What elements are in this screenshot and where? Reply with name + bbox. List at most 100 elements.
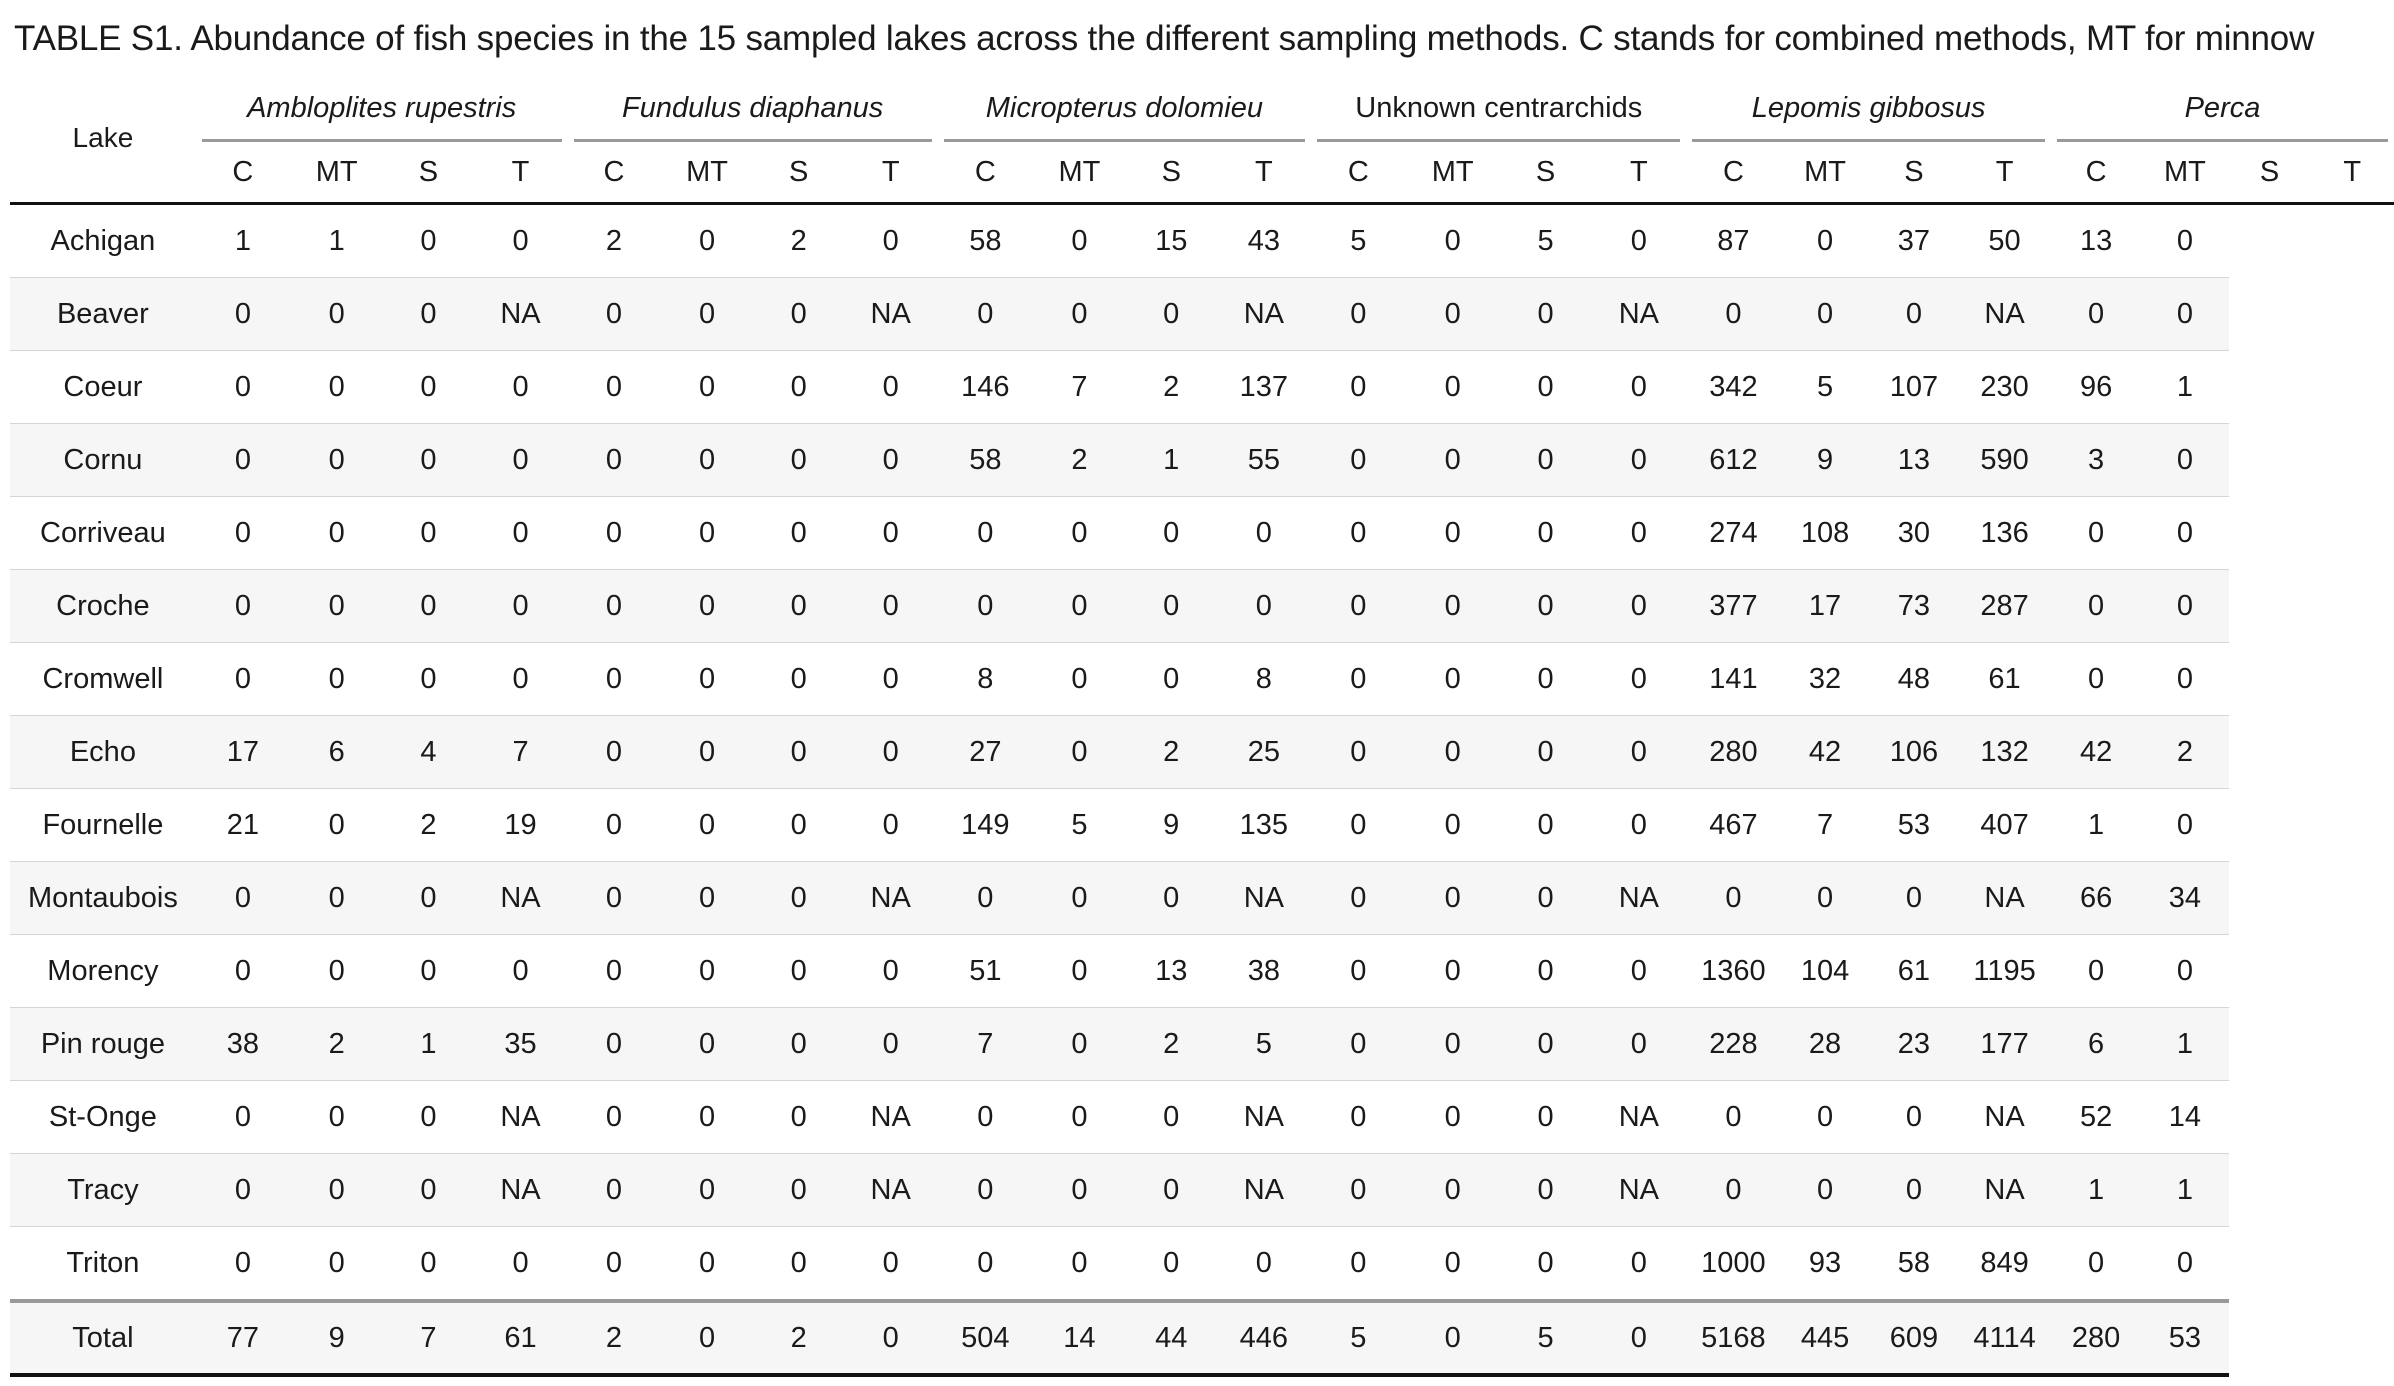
species-underline: [201, 139, 562, 142]
total-value-cell: 5168: [1686, 1299, 1781, 1377]
value-cell: 0: [195, 277, 290, 351]
value-cell: NA: [1216, 277, 1312, 351]
value-cell: 1: [383, 1007, 474, 1081]
value-cell: 8: [1216, 642, 1312, 716]
value-cell: 5: [1032, 788, 1126, 862]
table-footer: Total 77 9 7 61 2 0 2 0 504 14 44 446 5 0 5 0 5168 445 609 4…: [10, 1299, 2394, 1377]
value-cell: 0: [843, 934, 938, 1008]
value-cell: 0: [2088, 1246, 2105, 1279]
value-cell: 0: [473, 569, 568, 643]
total-value-cell: 609: [1869, 1299, 1959, 1377]
value-cell: 7: [937, 1007, 1033, 1081]
value-cell: 0: [1591, 350, 1687, 424]
value-cell: 0: [1405, 861, 1500, 935]
value-cell: 137: [1216, 350, 1312, 424]
value-cell: 7: [1032, 350, 1126, 424]
value-cell: 25: [1216, 715, 1312, 789]
value-cell: 0: [1499, 934, 1592, 1008]
value-cell: 0: [567, 277, 661, 351]
value-cell: 93: [1808, 1246, 1842, 1279]
value-cell: 0: [1591, 715, 1687, 789]
value-cell: 0: [383, 1153, 474, 1227]
species-underline: [943, 139, 1306, 142]
value-cell: 0: [937, 496, 1033, 570]
value-cell: 73: [1869, 569, 1959, 643]
value-cell: 35: [473, 1007, 568, 1081]
lake-name-cell: Beaver: [10, 277, 196, 351]
species-name: Micropterus dolomieu: [985, 91, 1263, 124]
value-cell: 58: [1897, 1246, 1931, 1279]
value-cell: NA: [1216, 861, 1312, 935]
value-cell: 0: [1311, 423, 1406, 497]
value-cell: 0: [660, 715, 754, 789]
value-cell: 0: [567, 569, 661, 643]
caption-text: Abundance of fish species in the 15 samp…: [182, 19, 1579, 58]
value-cell: 19: [473, 788, 568, 862]
value-cell: 1: [1125, 423, 1217, 497]
value-cell: 0: [843, 350, 938, 424]
value-cell: 0: [1499, 569, 1592, 643]
value-cell: 58: [937, 203, 1033, 278]
value-cell: 6: [289, 715, 384, 789]
value-cell: NA: [1958, 1153, 2051, 1227]
species-name: Fundulus diaphanus: [622, 91, 884, 124]
value-cell: 0: [289, 1080, 384, 1154]
value-cell: 0: [882, 1246, 899, 1279]
value-cell: 0: [753, 496, 844, 570]
value-cell: 0: [937, 1080, 1033, 1154]
value-cell: 34: [2141, 861, 2229, 935]
table-row: Achigan 1 1 0 0 2 0 2 0 58 0 15 43 5 0 5 0 87 0 37 50 13 0: [10, 203, 2394, 278]
value-cell: 0: [2050, 496, 2142, 570]
value-cell: 0: [1686, 861, 1781, 935]
method-header: S: [753, 142, 844, 205]
value-cell: 0: [567, 350, 661, 424]
value-cell: 141: [1686, 642, 1781, 716]
value-cell: 0: [420, 1246, 437, 1279]
lake-name-cell: Coeur: [10, 350, 196, 424]
value-cell: 6: [2050, 1007, 2142, 1081]
value-cell: NA: [843, 1080, 938, 1154]
value-cell: 0: [567, 788, 661, 862]
value-cell: 2: [1125, 1007, 1217, 1081]
value-cell: 1: [2141, 1153, 2229, 1227]
value-cell: 0: [289, 1153, 384, 1227]
value-cell: 2: [1125, 350, 1217, 424]
value-cell: 0: [660, 496, 754, 570]
value-cell: 146: [937, 350, 1033, 424]
value-cell: 149: [937, 788, 1033, 862]
lake-name-cell: Achigan: [10, 203, 196, 278]
value-cell: 0: [753, 277, 844, 351]
lake-name-cell: Fournelle: [10, 788, 196, 862]
total-value-cell: 5: [1311, 1299, 1406, 1377]
method-header: T: [1216, 142, 1312, 205]
method-header: C: [567, 142, 661, 205]
method-header: MT: [1780, 142, 1870, 205]
value-cell: 0: [660, 277, 754, 351]
value-cell: NA: [1591, 1153, 1687, 1227]
value-cell: 0: [843, 1007, 938, 1081]
value-cell: 0: [567, 1080, 661, 1154]
value-cell: 0: [195, 423, 290, 497]
value-cell: 0: [1405, 715, 1500, 789]
value-cell: 17: [1780, 569, 1870, 643]
lake-name-cell: Croche: [10, 569, 196, 643]
value-cell: 0: [1405, 934, 1500, 1008]
value-cell: 5: [1216, 1007, 1312, 1081]
value-cell: 0: [1032, 1007, 1126, 1081]
lake-column-header: Lake: [10, 74, 196, 205]
value-cell: 0: [1499, 642, 1592, 716]
value-cell: 0: [1032, 934, 1126, 1008]
value-cell: 0: [1125, 642, 1217, 716]
value-cell: 0: [1255, 1246, 1272, 1279]
total-value-cell: 0: [1591, 1299, 1687, 1377]
value-cell: 32: [1780, 642, 1870, 716]
value-cell: 4: [383, 715, 474, 789]
total-value-cell: 7: [383, 1299, 474, 1377]
value-cell: 61: [1869, 934, 1959, 1008]
value-cell: NA: [843, 861, 938, 935]
table-row: Triton 0 0 0 0 0 0 0 0 0 0 0 0 0 0 0 0 1000 93 58 849 0 0: [10, 1227, 2394, 1302]
table-row: Echo 17 6 4 7 0 0 0 0 27 0 2 25 0 0 0 0 280 42 106 132 42 2: [10, 715, 2394, 789]
value-cell: 0: [2141, 203, 2229, 278]
lake-name-cell: Morency: [10, 934, 196, 1008]
value-cell: 0: [289, 423, 384, 497]
